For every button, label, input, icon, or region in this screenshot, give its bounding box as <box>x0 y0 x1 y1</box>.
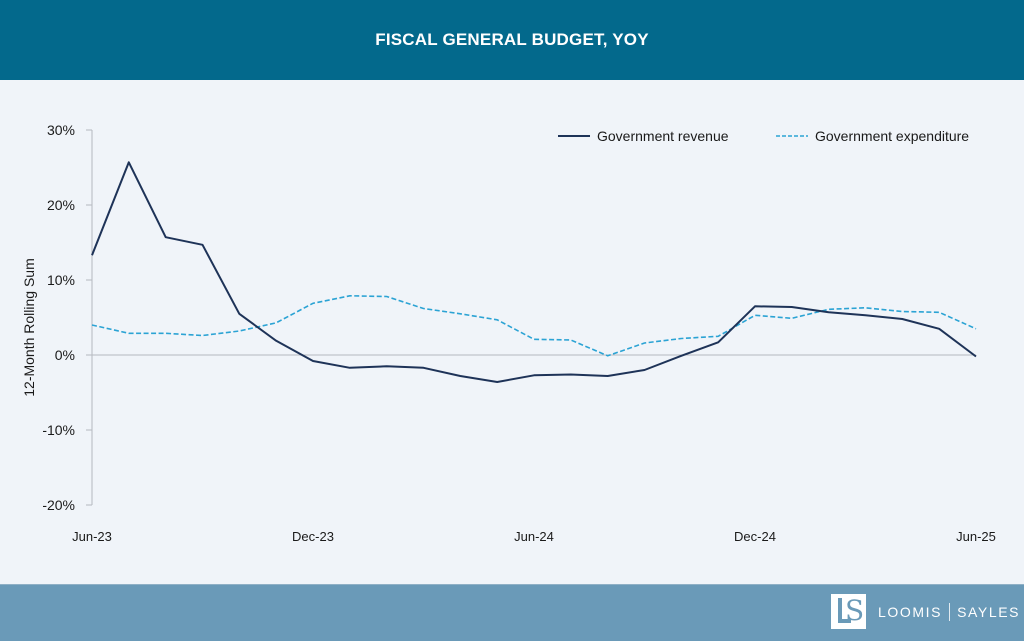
x-tick-label: Jun-23 <box>72 529 112 544</box>
y-tick-label: 30% <box>47 122 75 138</box>
expenditure-line <box>92 296 976 356</box>
brand-name: LOOMIS SAYLES <box>878 603 1020 621</box>
legend-revenue-label: Government revenue <box>597 128 729 144</box>
y-tick-label: 10% <box>47 272 75 288</box>
series-group <box>92 162 976 382</box>
y-ticks: 30% 20% 10% 0% -10% -20% <box>42 122 92 513</box>
y-tick-label: 20% <box>47 197 75 213</box>
line-chart: 30% 20% 10% 0% -10% -20% Jun-23 Dec-23 Jun-24 De… <box>0 80 1024 584</box>
legend-expenditure-label: Government expenditure <box>815 128 969 144</box>
chart-header: FISCAL GENERAL BUDGET, YOY <box>0 0 1024 80</box>
y-tick-label: 0% <box>55 347 75 363</box>
x-tick-label: Jun-24 <box>514 529 554 544</box>
y-axis-label: 12-Month Rolling Sum <box>21 258 37 397</box>
x-ticks: Jun-23 Dec-23 Jun-24 Dec-24 Jun-25 <box>72 529 996 544</box>
brand-left: LOOMIS <box>878 604 942 620</box>
brand-separator <box>949 603 950 621</box>
x-tick-label: Dec-23 <box>292 529 334 544</box>
x-tick-label: Jun-25 <box>956 529 996 544</box>
y-tick-label: -20% <box>42 497 75 513</box>
chart-area: 30% 20% 10% 0% -10% -20% Jun-23 Dec-23 Jun-24 De… <box>0 80 1024 584</box>
chart-title: FISCAL GENERAL BUDGET, YOY <box>375 30 648 50</box>
y-tick-label: -10% <box>42 422 75 438</box>
footer-bar: S LOOMIS SAYLES <box>0 584 1024 641</box>
x-tick-label: Dec-24 <box>734 529 776 544</box>
ls-logo-mark-icon: S <box>831 594 866 629</box>
loomis-sayles-logo: S LOOMIS SAYLES <box>831 594 1020 629</box>
brand-right: SAYLES <box>957 604 1020 620</box>
revenue-line <box>92 162 976 382</box>
legend: Government revenue Government expenditur… <box>558 128 969 144</box>
